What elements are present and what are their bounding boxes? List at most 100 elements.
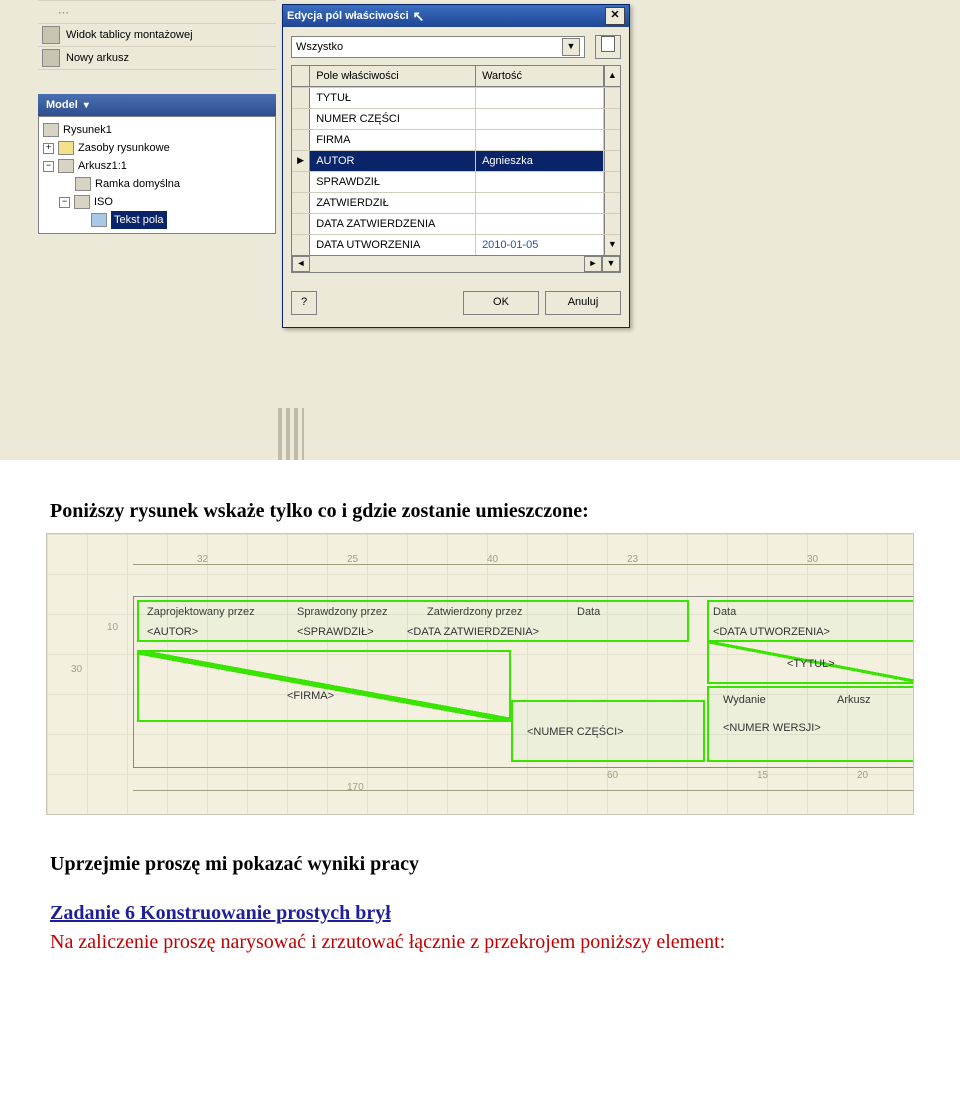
table-row[interactable]: DATA UTWORZENIA2010-01-05▼ xyxy=(292,234,620,255)
document-body: Poniższy rysunek wskaże tylko co i gdzie… xyxy=(0,460,960,523)
paragraph-2: Uprzejmie proszę mi pokazać wyniki pracy xyxy=(50,853,910,876)
val-firma: <FIRMA> xyxy=(287,690,334,702)
chevron-down-icon: ▼ xyxy=(562,38,580,56)
frame-icon xyxy=(75,177,91,191)
cell-value[interactable] xyxy=(476,214,604,234)
menu-nowy[interactable]: Nowy arkusz xyxy=(38,47,276,70)
filter-combo[interactable]: Wszystko ▼ xyxy=(291,36,585,58)
col-header-field[interactable]: Pole właściwości xyxy=(310,66,476,86)
cell-field: FIRMA xyxy=(310,130,476,150)
screenshot-top: ⋯ Widok tablicy montażowej Nowy arkusz M… xyxy=(0,0,960,460)
tree-iso-label: ISO xyxy=(94,193,113,211)
dim-25: 25 xyxy=(347,554,358,565)
menu-widok-label: Widok tablicy montażowej xyxy=(66,29,193,41)
cell-value[interactable] xyxy=(476,172,604,192)
menu-nowy-label: Nowy arkusz xyxy=(66,52,129,64)
cell-value[interactable]: Agnieszka xyxy=(476,151,604,171)
page-setup-button[interactable] xyxy=(595,35,621,59)
tree-tekst-label: Tekst pola xyxy=(111,211,167,229)
document-body-2: Uprzejmie proszę mi pokazać wyniki pracy… xyxy=(0,815,960,954)
paragraph-4: Na zaliczenie proszę narysować i zrzutow… xyxy=(50,931,910,954)
cancel-label: Anuluj xyxy=(568,296,599,308)
val-numerwersji: <NUMER WERSJI> xyxy=(723,722,821,734)
table-row[interactable]: FIRMA xyxy=(292,129,620,150)
help-button[interactable]: ? xyxy=(291,291,317,315)
dim-170: 170 xyxy=(347,782,364,793)
val-datazatw: <DATA ZATWIERDZENIA> xyxy=(407,626,539,638)
val-numerczesci: <NUMER CZĘŚCI> xyxy=(527,726,624,738)
table-row[interactable]: ZATWIERDZIŁ xyxy=(292,192,620,213)
table-row[interactable]: DATA ZATWIERDZENIA xyxy=(292,213,620,234)
table-row[interactable]: ▶AUTORAgnieszka xyxy=(292,150,620,171)
cursor-icon: ↖ xyxy=(413,8,425,25)
cell-field: NUMER CZĘŚCI xyxy=(310,109,476,129)
nowy-icon xyxy=(42,49,60,67)
dim-30: 30 xyxy=(807,554,818,565)
table-row[interactable]: TYTUŁ xyxy=(292,87,620,108)
dim-40: 40 xyxy=(487,554,498,565)
dim-15: 15 xyxy=(757,770,768,781)
cell-value[interactable] xyxy=(476,193,604,213)
dialog-titlebar[interactable]: Edycja pól właściwości ↖ ✕ xyxy=(283,5,629,27)
scroll-down-icon[interactable]: ▼ xyxy=(604,235,620,255)
text-field-icon xyxy=(91,213,107,227)
grid-hscroll[interactable]: ◄ ► ▼ xyxy=(292,255,620,272)
col-header-value[interactable]: Wartość xyxy=(476,66,604,86)
dialog-title: Edycja pól właściwości xyxy=(287,10,409,22)
scroll-left-button[interactable]: ◄ xyxy=(292,256,310,272)
scroll-down-button[interactable]: ▼ xyxy=(602,256,620,272)
cell-value[interactable] xyxy=(476,130,604,150)
iso-icon xyxy=(74,195,90,209)
tree-arkusz-label: Arkusz1:1 xyxy=(78,157,127,175)
collapse-icon[interactable]: − xyxy=(43,161,54,172)
table-row[interactable]: SPRAWDZIŁ xyxy=(292,171,620,192)
title-block-diagram: 32 25 40 23 30 Zaprojektowany przez Spra… xyxy=(46,533,914,815)
tree-rysunek-label: Rysunek1 xyxy=(63,121,112,139)
chevron-down-icon: ▾ xyxy=(84,100,89,111)
ruler-hatch xyxy=(278,408,304,460)
tree-rysunek[interactable]: Rysunek1 xyxy=(43,121,271,139)
menu-widok[interactable]: Widok tablicy montażowej xyxy=(38,24,276,47)
cell-value[interactable] xyxy=(476,109,604,129)
dim-23: 23 xyxy=(627,554,638,565)
tree-iso[interactable]: − ISO xyxy=(43,193,271,211)
page-icon xyxy=(601,36,615,52)
grid-header: Pole właściwości Wartość ▲ xyxy=(292,66,620,87)
lbl-arkusz: Arkusz xyxy=(837,694,871,706)
ok-button[interactable]: OK xyxy=(463,291,539,315)
properties-grid: Pole właściwości Wartość ▲ TYTUŁNUMER CZ… xyxy=(291,65,621,273)
properties-dialog: Edycja pól właściwości ↖ ✕ Wszystko ▼ Po… xyxy=(282,4,630,328)
sheet-icon xyxy=(58,159,74,173)
dim-32: 32 xyxy=(197,554,208,565)
top-indent-bar: ⋯ xyxy=(38,0,276,24)
tree-tekst[interactable]: Tekst pola xyxy=(43,211,271,229)
cell-value[interactable]: 2010-01-05 xyxy=(476,235,604,255)
tree-zasoby[interactable]: + Zasoby rysunkowe xyxy=(43,139,271,157)
model-bar-label: Model xyxy=(46,99,78,111)
close-button[interactable]: ✕ xyxy=(605,7,625,25)
collapse-iso-icon[interactable]: − xyxy=(59,197,70,208)
cell-field: ZATWIERDZIŁ xyxy=(310,193,476,213)
dim-left-10: 10 xyxy=(107,622,118,633)
dim-60: 60 xyxy=(607,770,618,781)
scroll-up-button[interactable]: ▲ xyxy=(604,66,620,86)
tree-zasoby-label: Zasoby rysunkowe xyxy=(78,139,170,157)
cell-field: DATA UTWORZENIA xyxy=(310,235,476,255)
tree-ramka[interactable]: Ramka domyślna xyxy=(43,175,271,193)
dim-20: 20 xyxy=(857,770,868,781)
filter-combo-value: Wszystko xyxy=(296,41,343,53)
lbl-wydanie: Wydanie xyxy=(723,694,766,706)
val-tytul: <TYTUŁ> xyxy=(787,658,835,670)
table-row[interactable]: NUMER CZĘŚCI xyxy=(292,108,620,129)
drawing-icon xyxy=(43,123,59,137)
dialog-footer: ? OK Anuluj xyxy=(283,281,629,327)
cell-value[interactable] xyxy=(476,88,604,108)
expand-icon[interactable]: + xyxy=(43,143,54,154)
heading-zadanie6: Zadanie 6 Konstruowanie prostych brył xyxy=(50,902,910,925)
tree-arkusz[interactable]: − Arkusz1:1 xyxy=(43,157,271,175)
val-datautw: <DATA UTWORZENIA> xyxy=(713,626,830,638)
dim-left-30: 30 xyxy=(71,664,82,675)
model-bar[interactable]: Model ▾ xyxy=(38,94,276,116)
scroll-right-button[interactable]: ► xyxy=(584,256,602,272)
cancel-button[interactable]: Anuluj xyxy=(545,291,621,315)
